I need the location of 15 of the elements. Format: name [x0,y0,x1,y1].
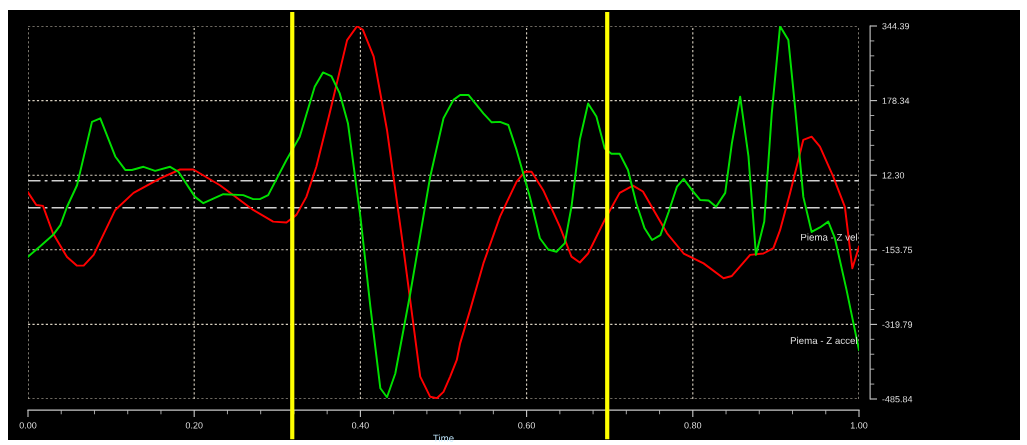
x-tick-label: 0.00 [19,422,37,429]
y-tick-label: 12.30 [882,172,905,179]
y-tick-label: -485.84 [882,395,913,403]
x-tick-label: 0.80 [684,422,702,429]
x-axis-title: Time [433,434,454,442]
x-tick-label: 0.60 [518,422,536,429]
line-series [28,26,859,399]
series-label: Piema - Z accel [790,336,857,345]
y-tick-label: 178.34 [882,97,910,104]
y-tick-label: -319.79 [882,321,913,328]
y-tick-label: -153.75 [882,246,913,254]
x-tick-label: 0.20 [185,422,203,429]
x-tick-label: 0.40 [351,422,369,429]
y-tick-label: 344.39 [882,22,910,30]
x-tick-label: 1.00 [850,422,868,429]
